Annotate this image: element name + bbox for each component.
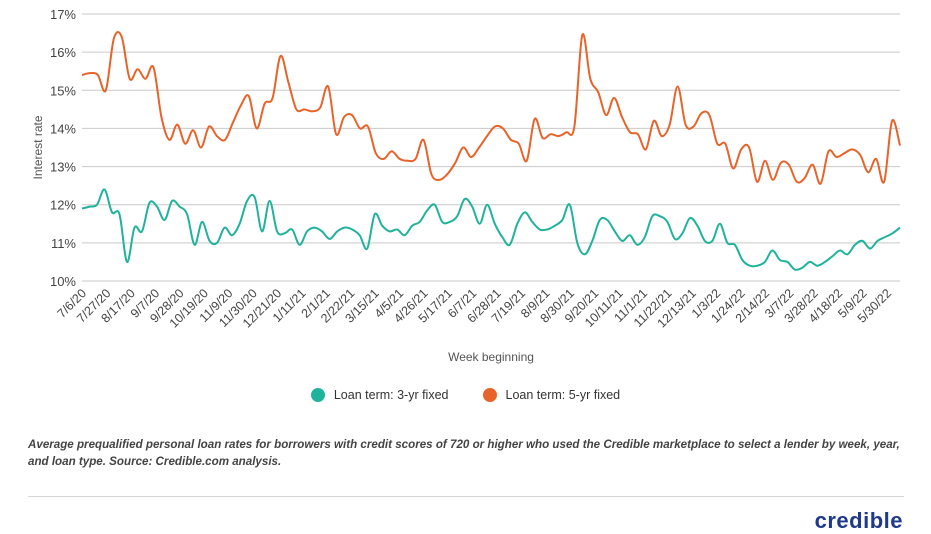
chart-legend: Loan term: 3-yr fixed Loan term: 5-yr fi… [0, 388, 931, 402]
legend-item-5yr[interactable]: Loan term: 5-yr fixed [482, 388, 621, 402]
legend-label-3yr: Loan term: 3-yr fixed [333, 388, 449, 402]
series-line-5yr [81, 31, 901, 185]
chart-footnote: Average prequalified personal loan rates… [28, 438, 900, 468]
y-tick-label: 10% [50, 274, 76, 289]
legend-label-5yr: Loan term: 5-yr fixed [505, 388, 621, 402]
x-axis-label: Week beginning [448, 350, 534, 364]
legend-dot-3yr-icon [310, 388, 325, 402]
y-tick-label: 11% [51, 236, 76, 251]
series-line-3yr [81, 188, 901, 271]
legend-item-3yr[interactable]: Loan term: 3-yr fixed [310, 388, 449, 402]
y-tick-label: 16% [50, 45, 76, 60]
y-tick-label: 14% [50, 121, 76, 136]
legend-dot-5yr-icon [482, 388, 497, 402]
y-tick-label: 13% [50, 160, 76, 175]
y-tick-label: 12% [50, 198, 76, 213]
y-axis-label: Interest rate [31, 115, 45, 179]
divider [28, 496, 904, 497]
y-tick-label: 15% [50, 83, 76, 98]
credible-logo: credible [814, 508, 903, 533]
line-chart: 10%11%12%13%14%15%16%17%Interest rate7/6… [31, 7, 901, 364]
y-tick-label: 17% [50, 7, 76, 22]
